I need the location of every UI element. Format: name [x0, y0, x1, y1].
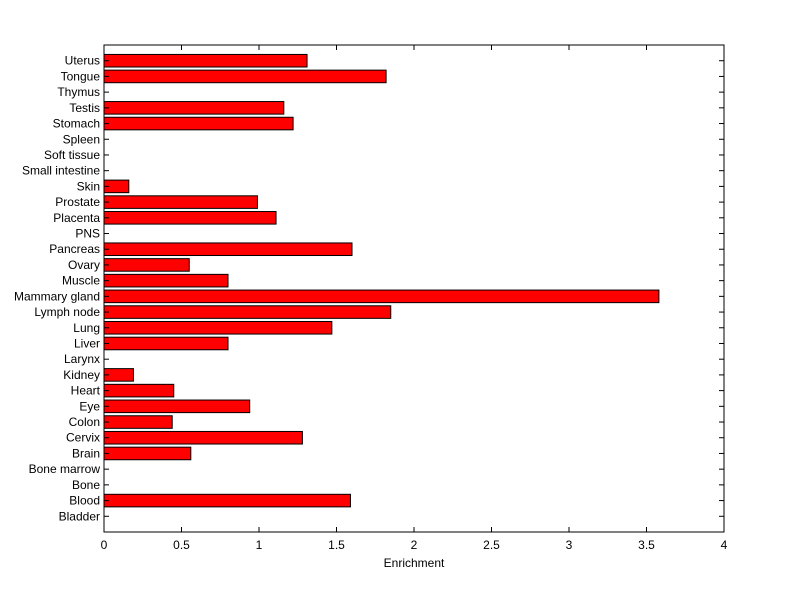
x-tick-label: 0: [101, 538, 108, 552]
bar-tongue: [103, 69, 387, 84]
y-tick-label: Uterus: [65, 54, 100, 68]
bar-lung: [103, 320, 333, 335]
bar-colon: [103, 415, 173, 429]
bar-mammary-gland: [103, 289, 660, 304]
bar-stomach: [103, 116, 294, 131]
y-tick-label: Skin: [77, 179, 100, 193]
y-tick-label: Lung: [73, 321, 100, 335]
y-tick-label: Prostate: [55, 195, 100, 209]
bar-eye: [103, 399, 251, 414]
y-tick-label: Cervix: [66, 431, 100, 445]
y-tick-label: Muscle: [62, 274, 100, 288]
x-tick-label: 2.5: [483, 538, 500, 552]
y-tick-label: Stomach: [53, 117, 100, 131]
bar-prostate: [103, 195, 258, 209]
y-tick-label: Placenta: [53, 211, 100, 225]
y-tick-label: Kidney: [63, 368, 100, 382]
y-tick-label: Ovary: [68, 258, 100, 272]
x-axis-label: Enrichment: [384, 556, 445, 570]
x-tick-label: 3.5: [638, 538, 655, 552]
bar-testis: [103, 101, 285, 115]
x-tick-label: 4: [721, 538, 728, 552]
y-tick-label: Mammary gland: [14, 289, 100, 303]
x-tick-label: 0.5: [173, 538, 190, 552]
x-tick-label: 2: [411, 538, 418, 552]
y-tick-label: Colon: [69, 415, 100, 429]
bar-uterus: [103, 53, 308, 68]
y-tick-label: PNS: [75, 227, 100, 241]
y-tick-label: Soft tissue: [44, 148, 100, 162]
y-tick-label: Larynx: [64, 352, 100, 366]
bar-brain: [103, 446, 192, 461]
bar-cervix: [103, 430, 303, 445]
y-tick-label: Testis: [69, 101, 100, 115]
y-tick-label: Bone: [72, 478, 100, 492]
y-tick-label: Brain: [72, 446, 100, 460]
bar-liver: [103, 336, 229, 351]
bar-blood: [103, 493, 351, 508]
y-tick-label: Pancreas: [49, 242, 100, 256]
bar-muscle: [103, 273, 229, 288]
y-tick-label: Heart: [71, 384, 101, 398]
y-tick-label: Bone marrow: [29, 462, 101, 476]
x-tick-label: 1.5: [328, 538, 345, 552]
y-tick-label: Eye: [79, 399, 100, 413]
x-tick-label: 3: [566, 538, 573, 552]
bar-placenta: [103, 211, 277, 225]
plot-frame: [103, 44, 725, 533]
x-tick-label: 1: [256, 538, 263, 552]
y-tick-label: Bladder: [59, 509, 100, 523]
bar-lymph-node: [103, 305, 392, 319]
bar-heart: [103, 383, 175, 398]
y-tick-label: Thymus: [57, 85, 100, 99]
bar-pancreas: [103, 242, 353, 257]
y-tick-label: Tongue: [61, 69, 101, 83]
y-tick-label: Small intestine: [22, 164, 100, 178]
y-tick-label: Blood: [69, 494, 100, 508]
bar-ovary: [103, 258, 190, 272]
y-tick-label: Lymph node: [34, 305, 100, 319]
y-tick-label: Spleen: [63, 132, 100, 146]
y-tick-label: Liver: [74, 336, 100, 350]
